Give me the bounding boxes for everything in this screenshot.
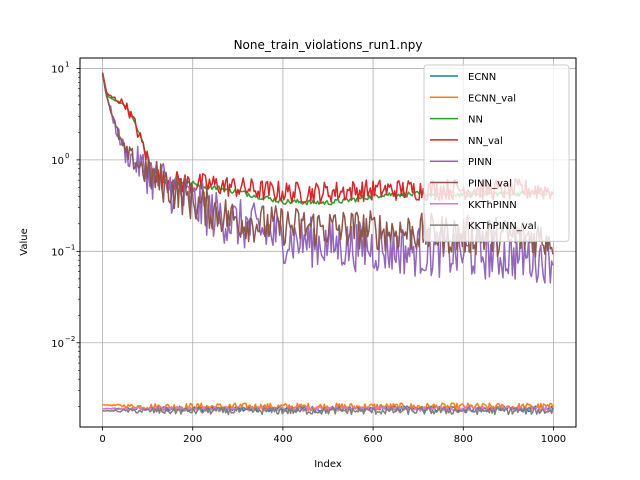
legend-entry: NN_val: [468, 136, 503, 147]
legend-entry: ECNN: [468, 72, 496, 83]
y-tick-exponent: 1: [65, 60, 69, 68]
x-tick-label: 600: [364, 434, 383, 445]
chart-title: None_train_violations_run1.npy: [234, 38, 423, 52]
y-tick-exponent: 0: [65, 152, 69, 160]
x-tick-label: 1000: [541, 434, 566, 445]
legend-entry: PINN: [468, 157, 492, 168]
y-tick-label: 10: [51, 64, 64, 75]
y-tick-label: 10: [51, 156, 64, 167]
legend-box: [423, 64, 570, 242]
y-tick-exponent: −2: [65, 335, 75, 343]
y-tick-label: 10: [51, 339, 64, 350]
y-tick-exponent: −1: [65, 243, 75, 251]
x-tick-label: 200: [183, 434, 202, 445]
legend-entry: ECNN_val: [468, 93, 516, 104]
x-axis-label: Index: [314, 459, 342, 470]
plot-area-frame: [79, 57, 577, 428]
series-line-kkthpinn_val: [102, 406, 554, 416]
x-tick-label: 800: [454, 434, 473, 445]
y-tick-label: 10: [51, 247, 64, 258]
legend-entry: NN: [468, 115, 483, 126]
legend: ECNN ECNN_val NN NN_val PINN PINN_val KKThPINN…: [423, 64, 570, 242]
legend-entry: KKThPINN: [468, 200, 517, 211]
y-axis-label: Value: [19, 228, 30, 255]
legend-entry: KKThPINN_val: [468, 221, 537, 232]
x-tick-label: 400: [273, 434, 292, 445]
legend-entry: PINN_val: [468, 179, 512, 190]
x-tick-label: 0: [99, 434, 105, 445]
